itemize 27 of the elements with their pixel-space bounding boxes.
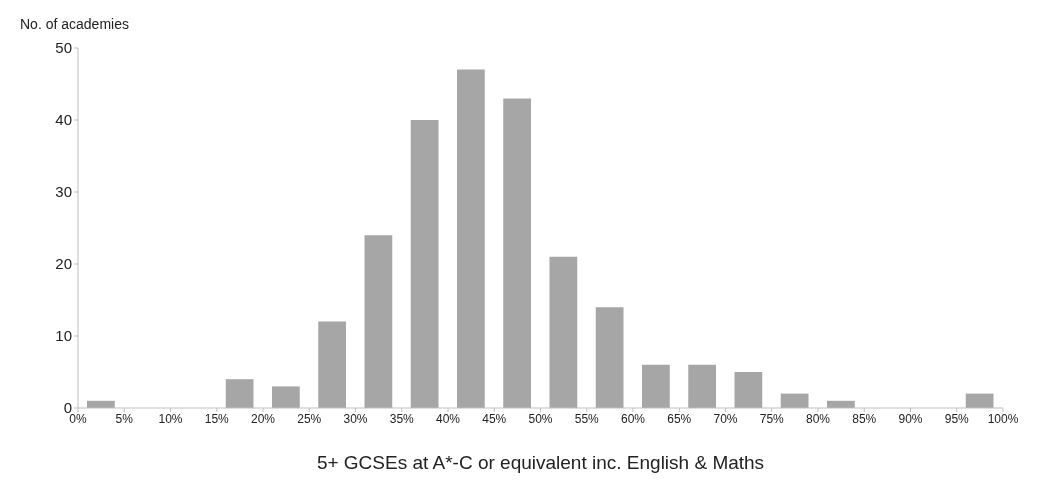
x-tick-label: 75% — [759, 411, 785, 426]
y-axis-title: No. of academies — [20, 16, 129, 32]
y-tick-label: 30 — [55, 183, 72, 201]
y-tick-label: 10 — [55, 327, 72, 345]
x-tick-label: 45% — [482, 411, 507, 426]
x-tick-label: 35% — [389, 411, 415, 426]
x-tick-label: 100% — [987, 411, 1019, 426]
x-tick-label: 85% — [852, 411, 877, 426]
x-tick-label: 40% — [435, 411, 461, 426]
x-tick-label: 55% — [574, 411, 600, 426]
x-tick-label: 60% — [620, 411, 646, 426]
x-tick-label: 15% — [204, 411, 230, 426]
x-tick-label: 80% — [805, 411, 831, 426]
x-tick-label: 70% — [713, 411, 738, 426]
x-tick-label: 50% — [528, 411, 553, 426]
x-tick-label: 65% — [667, 411, 692, 426]
x-tick-label: 25% — [297, 411, 322, 426]
x-tick-label: 5% — [115, 411, 134, 426]
x-tick-label: 90% — [898, 411, 923, 426]
y-tick-label: 20 — [55, 255, 72, 273]
x-tick-label: 95% — [944, 411, 970, 426]
x-tick-label: 10% — [158, 411, 183, 426]
y-tick-label: 50 — [55, 39, 72, 57]
x-tick-label: 20% — [250, 411, 276, 426]
x-axis-title: 5+ GCSEs at A*-C or equivalent inc. English & Maths — [315, 452, 766, 474]
y-tick-label: 40 — [55, 111, 72, 129]
x-tick-label: 30% — [343, 411, 368, 426]
